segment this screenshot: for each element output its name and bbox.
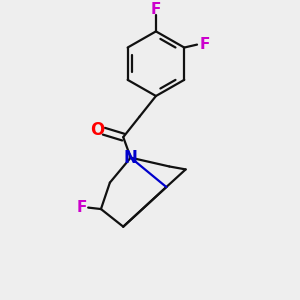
- Text: N: N: [124, 149, 138, 167]
- Text: O: O: [90, 121, 104, 139]
- Text: F: F: [76, 200, 87, 215]
- Text: F: F: [200, 37, 210, 52]
- Text: F: F: [151, 2, 161, 17]
